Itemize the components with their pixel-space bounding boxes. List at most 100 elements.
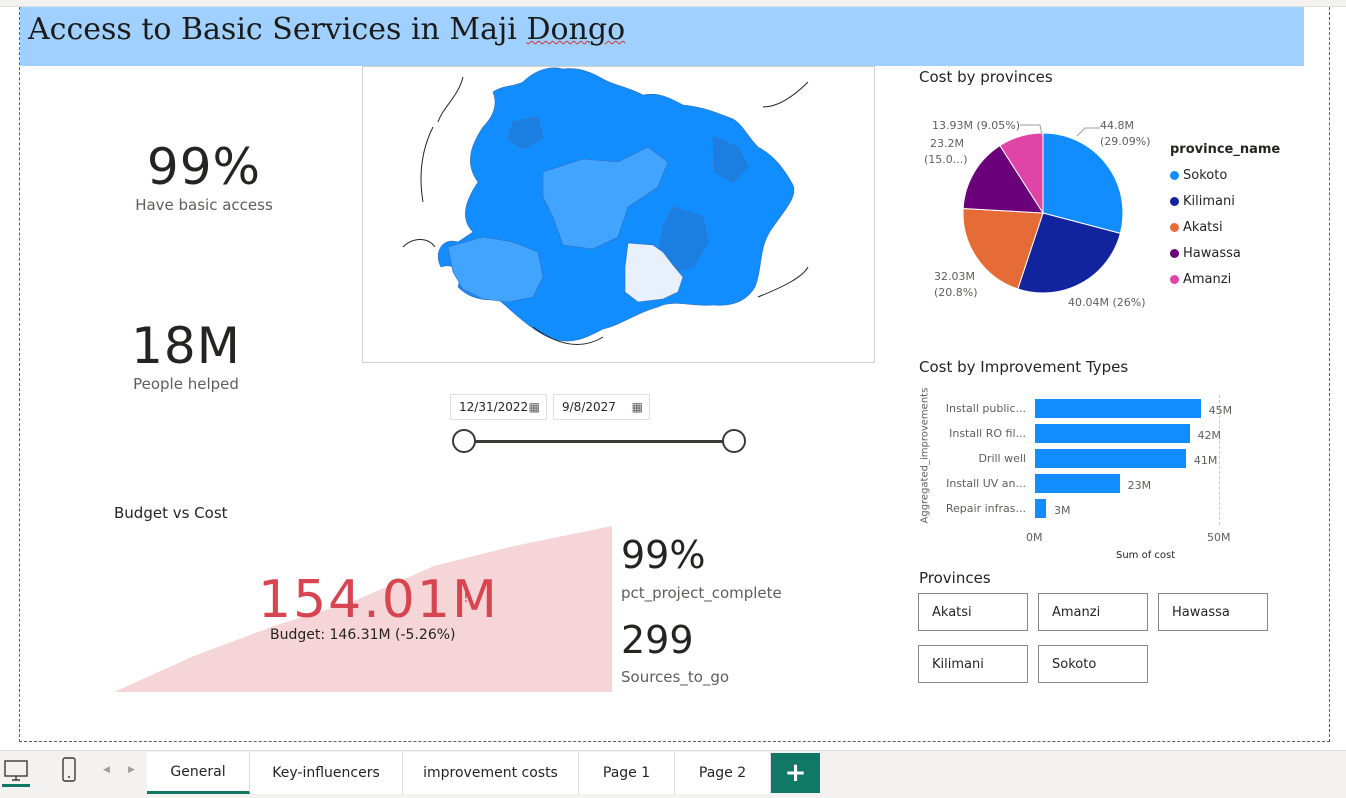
bar-value-label: 23M xyxy=(1127,479,1152,492)
province-map[interactable] xyxy=(362,66,875,363)
map-svg xyxy=(402,67,809,345)
legend-item-akatsi[interactable]: Akatsi xyxy=(1170,214,1241,240)
pie-slice-hawassa[interactable] xyxy=(962,144,1044,214)
pct-complete-value: 99% xyxy=(621,533,706,577)
legend-dot-amanzi xyxy=(1170,274,1179,284)
legend-item-sokoto[interactable]: Sokoto xyxy=(1170,162,1241,188)
bar-value-label: 3M xyxy=(1054,504,1071,517)
bar-category-label: Repair infras... xyxy=(945,502,1026,515)
bar-2[interactable] xyxy=(1035,449,1186,468)
date-range-slider-track[interactable] xyxy=(464,440,734,443)
tab-general[interactable]: General xyxy=(147,752,250,794)
tab-page-1[interactable]: Page 1 xyxy=(579,752,675,794)
bar-category-label: Install UV an... xyxy=(946,477,1026,490)
legend-dot-sokoto xyxy=(1170,170,1179,180)
kpi-basic-access[interactable]: 99% Have basic access xyxy=(104,138,304,214)
date-range-end-handle[interactable] xyxy=(722,429,746,453)
legend-label-sokoto: Sokoto xyxy=(1183,167,1228,183)
legend-item-kilimani[interactable]: Kilimani xyxy=(1170,188,1241,214)
pie-slice-sokoto[interactable] xyxy=(1042,132,1124,234)
mobile-view-icon[interactable] xyxy=(60,757,78,783)
budget-vs-cost-title: Budget vs Cost xyxy=(114,504,228,522)
end-date-input[interactable]: 9/8/2027 ▦ xyxy=(553,394,650,420)
bar-4[interactable] xyxy=(1035,499,1047,518)
slicer-item-amanzi[interactable]: Amanzi xyxy=(1038,593,1148,631)
kpi-basic-access-label: Have basic access xyxy=(135,196,273,214)
bar-value-label: 42M xyxy=(1197,429,1222,442)
next-page-icon[interactable]: ▶ xyxy=(128,765,135,775)
pie-label-sokoto-pct: (29.09%) xyxy=(1100,135,1151,148)
bar-x-tick-0: 0M xyxy=(1026,531,1043,544)
legend-label-hawassa: Hawassa xyxy=(1183,245,1241,261)
tab-improvement-costs[interactable]: improvement costs xyxy=(403,752,579,794)
kpi-people-helped[interactable]: 18M People helped xyxy=(86,317,286,393)
slicer-item-hawassa[interactable]: Hawassa xyxy=(1158,593,1268,631)
prev-page-icon[interactable]: ◀ xyxy=(103,765,110,775)
mobile-view-svg xyxy=(62,757,76,782)
pie-legend: Sokoto Kilimani Akatsi Hawassa Amanzi xyxy=(1170,162,1241,292)
budget-warning-indicator: ! xyxy=(463,590,469,606)
date-range-start-handle[interactable] xyxy=(452,429,476,453)
title-banner xyxy=(20,7,1304,66)
bar-value-label: 45M xyxy=(1208,404,1233,417)
bar-0[interactable] xyxy=(1035,399,1201,418)
cost-by-improvement-title: Cost by Improvement Types xyxy=(919,358,1129,376)
bar-category-label: Install RO fil... xyxy=(949,427,1026,440)
bar-gridline xyxy=(1219,395,1220,525)
pie-leader-lines xyxy=(1020,124,1100,137)
kpi-people-helped-value: 18M xyxy=(131,317,241,375)
cost-by-improvement-bar-chart[interactable]: Install public... 45M Install RO fil... 42M… xyxy=(918,395,1238,530)
kpi-people-helped-label: People helped xyxy=(133,375,239,393)
page-title: Access to Basic Services in Maji Dongo xyxy=(28,12,625,47)
sources-to-go-value: 299 xyxy=(621,618,694,662)
ribbon-strip xyxy=(0,0,1346,7)
calendar-icon[interactable]: ▦ xyxy=(528,400,540,414)
pie-slice-amanzi[interactable] xyxy=(999,132,1044,215)
pie-slice-akatsi[interactable] xyxy=(962,208,1044,290)
legend-item-hawassa[interactable]: Hawassa xyxy=(1170,240,1241,266)
legend-dot-kilimani xyxy=(1170,196,1179,206)
pie-label-sokoto-value: 44.8M xyxy=(1100,119,1134,132)
add-page-button[interactable]: + xyxy=(771,753,820,793)
start-date-value: 12/31/2022 xyxy=(459,400,529,414)
bar-value-label: 41M xyxy=(1193,454,1218,467)
pie-label-akatsi-value: 32.03M xyxy=(934,270,975,283)
legend-dot-hawassa xyxy=(1170,248,1179,258)
pct-complete-label: pct_project_complete xyxy=(621,584,782,602)
legend-item-amanzi[interactable]: Amanzi xyxy=(1170,266,1241,292)
pie-label-akatsi-pct: (20.8%) xyxy=(934,286,978,299)
slicer-item-sokoto[interactable]: Sokoto xyxy=(1038,645,1148,683)
title-text-misspelled: Dongo xyxy=(526,12,626,47)
slicer-item-akatsi[interactable]: Akatsi xyxy=(918,593,1028,631)
cost-by-provinces-pie[interactable] xyxy=(955,125,1135,305)
start-date-input[interactable]: 12/31/2022 ▦ xyxy=(450,394,547,420)
desktop-view-svg xyxy=(2,760,30,787)
desktop-view-icon[interactable] xyxy=(2,757,30,787)
bar-x-axis-label: Sum of cost xyxy=(1116,550,1176,561)
cost-by-provinces-title: Cost by provinces xyxy=(919,68,1053,86)
bar-1[interactable] xyxy=(1035,424,1190,443)
sources-to-go-label: Sources_to_go xyxy=(621,668,730,686)
budget-area-chart[interactable] xyxy=(114,526,612,692)
bar-x-tick-50: 50M xyxy=(1207,531,1231,544)
bar-category-label: Drill well xyxy=(978,452,1026,465)
provinces-slicer-title: Provinces xyxy=(919,569,991,587)
legend-label-amanzi: Amanzi xyxy=(1183,271,1232,287)
slicer-item-kilimani[interactable]: Kilimani xyxy=(918,645,1028,683)
tab-key-influencers[interactable]: Key-influencers xyxy=(250,752,403,794)
kpi-basic-access-value: 99% xyxy=(146,138,262,196)
pie-legend-title: province_name xyxy=(1170,142,1281,157)
budget-cost-value: 154.01M xyxy=(258,570,499,630)
title-text-main: Access to Basic Services in Maji xyxy=(28,12,527,47)
legend-label-akatsi: Akatsi xyxy=(1183,219,1223,235)
calendar-icon[interactable]: ▦ xyxy=(631,400,643,414)
bar-3[interactable] xyxy=(1035,474,1120,493)
tab-page-2[interactable]: Page 2 xyxy=(675,752,771,794)
pie-label-kilimani: 40.04M (26%) xyxy=(1068,296,1146,309)
legend-label-kilimani: Kilimani xyxy=(1183,193,1235,209)
pie-slice-kilimani[interactable] xyxy=(1017,212,1121,294)
pie-label-hawassa-pct: (15.0...) xyxy=(924,153,968,166)
legend-dot-akatsi xyxy=(1170,222,1179,232)
budget-area-shape xyxy=(114,526,612,692)
report-canvas xyxy=(19,7,1330,742)
